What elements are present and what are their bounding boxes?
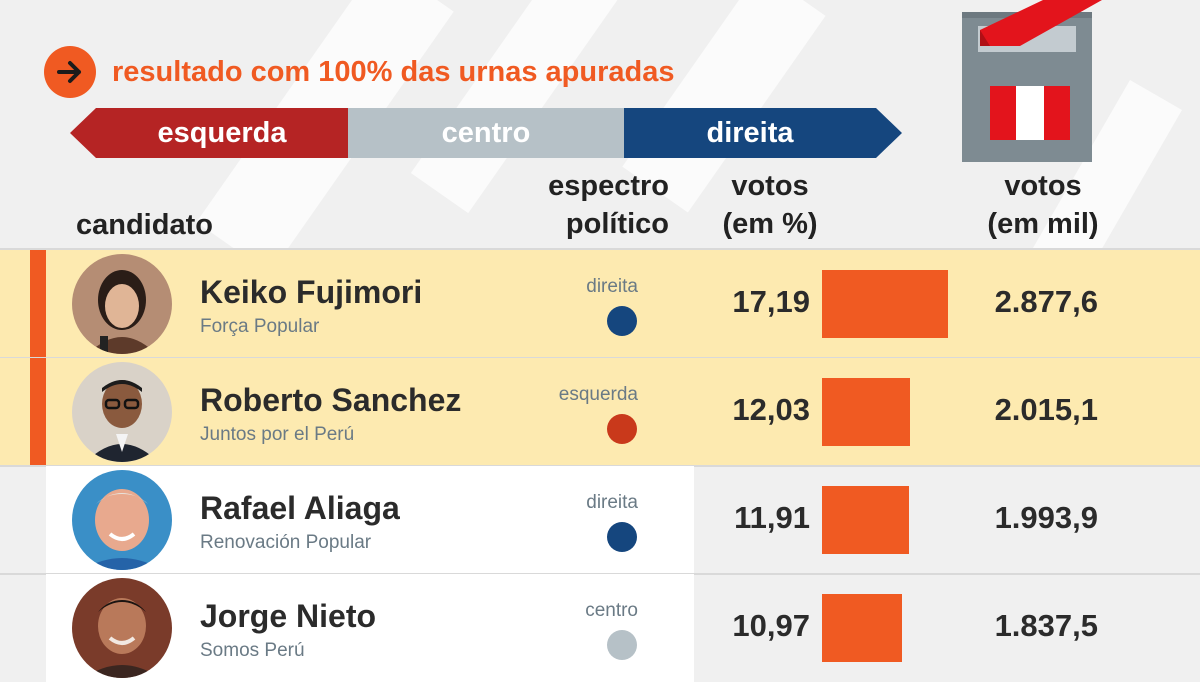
political-spectrum-bar: esquerda centro direita	[70, 108, 902, 158]
row-separator	[0, 248, 1200, 250]
vote-percentage: 12,03	[732, 392, 810, 427]
table-row: Rafael Aliaga Renovación Popular direita…	[0, 466, 1200, 574]
spectrum-right-label: direita	[706, 117, 794, 149]
candidate-name: Keiko Fujimori	[200, 274, 423, 310]
vote-bar	[822, 486, 909, 554]
column-header-pct: votos (em %)	[722, 170, 818, 240]
vote-count: 2.877,6	[994, 284, 1098, 319]
vote-bar	[822, 378, 910, 446]
candidate-spectrum: centro	[585, 600, 638, 621]
candidate-spectrum: direita	[586, 492, 638, 513]
portrait-woman-icon	[72, 254, 172, 354]
spectrum-left-label: esquerda	[157, 117, 287, 149]
candidate-spectrum: esquerda	[558, 384, 638, 405]
candidate-party: Força Popular	[200, 316, 320, 337]
candidate-name: Roberto Sanchez	[200, 382, 462, 418]
highlight-accent	[30, 250, 46, 358]
column-header-candidate: candidato	[76, 209, 213, 241]
table-row: Roberto Sanchez Juntos por el Perú esque…	[0, 358, 1200, 466]
column-header-votes: votos (em mil)	[987, 170, 1099, 240]
ballot-box-icon	[962, 0, 1102, 170]
candidate-spectrum: direita	[586, 276, 638, 297]
portrait-man-icon	[72, 578, 172, 678]
vote-percentage: 17,19	[732, 284, 810, 319]
vote-percentage: 10,97	[732, 608, 810, 643]
spectrum-center-label: centro	[441, 117, 531, 149]
vote-count: 1.993,9	[994, 500, 1098, 535]
vote-percentage: 11,91	[734, 500, 810, 535]
candidate-name: Rafael Aliaga	[200, 490, 400, 526]
vote-bar	[822, 594, 902, 662]
portrait-man-icon	[72, 470, 172, 570]
vote-count: 2.015,1	[994, 392, 1098, 427]
column-header-spectrum: espectro político	[548, 170, 669, 240]
headline-text: resultado com 100% das urnas apuradas	[112, 55, 675, 88]
table-row: Keiko Fujimori Força Popular direita 17,…	[0, 250, 1200, 358]
highlight-accent	[30, 358, 46, 466]
spectrum-dot	[607, 414, 637, 444]
candidate-party: Renovación Popular	[200, 532, 372, 553]
spectrum-dot	[607, 630, 637, 660]
candidate-party: Somos Perú	[200, 640, 305, 661]
vote-bar	[822, 270, 948, 338]
spectrum-dot	[607, 306, 637, 336]
headline: resultado com 100% das urnas apuradas	[44, 46, 675, 98]
candidate-party: Juntos por el Perú	[200, 424, 355, 445]
portrait-man-glasses-icon	[72, 362, 172, 462]
candidate-name: Jorge Nieto	[200, 598, 377, 634]
arrow-right-icon	[44, 46, 96, 98]
vote-count: 1.837,5	[994, 608, 1098, 643]
spectrum-dot	[607, 522, 637, 552]
table-row: Jorge Nieto Somos Perú centro 10,97 1.83…	[0, 574, 1200, 682]
